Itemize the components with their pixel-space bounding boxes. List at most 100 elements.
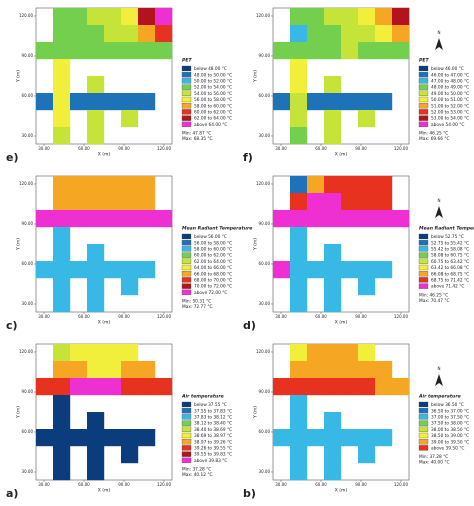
map-cell — [155, 8, 173, 26]
map-cell — [121, 344, 139, 362]
x-tick-label: 60.00 — [78, 482, 90, 487]
map-cell — [121, 361, 139, 379]
map-cell — [36, 42, 54, 60]
legend-label: 52.75 to 55.42 °C — [431, 240, 469, 246]
legend-swatch — [418, 271, 429, 277]
x-tick-label: 30.00 — [275, 146, 287, 151]
x-tick-label: 120.00 — [157, 314, 171, 319]
map-cell — [375, 42, 393, 60]
map-cell — [341, 93, 359, 111]
legend-label: 60.00 to 62.00 °C — [194, 253, 232, 259]
map-cell — [290, 261, 308, 279]
map-cell — [36, 210, 54, 228]
legend-swatch — [181, 258, 192, 264]
map-cell — [290, 127, 308, 145]
legend-swatch — [181, 233, 192, 240]
map-cell — [53, 25, 71, 43]
legend-swatch — [181, 72, 192, 78]
y-tick-label: 30.00 — [22, 469, 34, 474]
map-cell — [290, 93, 308, 111]
legend-label: 39.55 to 39.83 °C — [194, 452, 232, 458]
map-cell — [36, 93, 54, 111]
legend-swatch — [181, 96, 192, 103]
map-cell — [70, 378, 88, 396]
legend-swatch — [181, 109, 192, 115]
map-cell — [290, 227, 308, 245]
legend-label: 38.97 to 39.26 °C — [194, 439, 232, 445]
legend-label: 60.75 to 63.42 °C — [431, 259, 469, 265]
map-cell — [358, 93, 376, 111]
map-cell — [104, 93, 122, 111]
map-cell — [138, 261, 156, 279]
map-cell — [358, 42, 376, 60]
map-cell — [358, 429, 376, 447]
map-cell — [324, 244, 342, 262]
legend-label: 58.00 to 60.00 °C — [194, 247, 232, 253]
legend-label: 48.00 to 50.00 °C — [194, 72, 232, 78]
legend-swatch — [181, 432, 192, 439]
map-cell — [104, 361, 122, 379]
legend-label: 68.00 to 70.00 °C — [194, 278, 232, 284]
map-cell — [307, 210, 325, 228]
legend-swatch — [181, 277, 192, 283]
map-cell — [273, 42, 291, 60]
y-axis-title: Y (m) — [253, 238, 259, 251]
legend-label: 51.00 to 52.00 °C — [431, 103, 469, 109]
map-cell — [87, 93, 105, 111]
map-cell — [53, 244, 71, 262]
legend-swatch — [181, 426, 192, 432]
legend-swatch — [418, 439, 429, 445]
map-cell — [53, 93, 71, 111]
map-cell — [87, 463, 105, 481]
map-cell — [341, 210, 359, 228]
map-cell — [358, 344, 376, 362]
map-cell — [121, 176, 139, 194]
max-label: Max: 40.00 °C — [419, 460, 450, 466]
y-axis-title: Y (m) — [253, 70, 259, 83]
legend-label: 58.08 to 60.75 °C — [431, 253, 469, 259]
map-cell — [87, 76, 105, 94]
x-axis-title: X (m) — [335, 320, 348, 326]
legend-swatch — [418, 401, 429, 408]
legend-label: 38.00 to 38.50 °C — [431, 427, 469, 433]
map-cell — [53, 446, 71, 464]
map-cell — [375, 176, 393, 194]
map-cell — [87, 378, 105, 396]
legend-label: 39.26 to 39.55 °C — [194, 446, 232, 452]
map-cell — [324, 93, 342, 111]
legend-swatch — [418, 445, 429, 451]
legend-label: above 39.83 °C — [194, 458, 227, 464]
panel: 30.00 60.00 90.00 120.00 30.00 60.00 90.00 120.… — [243, 7, 469, 164]
map-cell — [358, 193, 376, 211]
map-cell — [290, 210, 308, 228]
min-label: Min: 46.25 °C — [419, 292, 448, 298]
legend-label: below 48.00 °C — [194, 66, 227, 72]
map-cell — [138, 361, 156, 379]
map-cell — [53, 8, 71, 26]
x-tick-label: 60.00 — [315, 146, 327, 151]
map-cell — [70, 176, 88, 194]
panel: 30.00 60.00 90.00 120.00 30.00 60.00 90.00 120.… — [6, 175, 252, 332]
map-cell — [307, 344, 325, 362]
map-cell — [104, 261, 122, 279]
legend-swatch — [418, 426, 429, 432]
map-cell — [104, 344, 122, 362]
x-tick-label: 60.00 — [78, 146, 90, 151]
map-cell — [36, 429, 54, 447]
map-cell — [358, 25, 376, 43]
map-cell — [53, 227, 71, 245]
map-cell — [358, 261, 376, 279]
legend-swatch — [181, 103, 192, 109]
legend-label: above 39.50 °C — [431, 446, 464, 452]
map-cell — [341, 25, 359, 43]
map-cell — [121, 193, 139, 211]
legend-swatch — [418, 240, 429, 246]
legend-swatch — [418, 78, 429, 84]
map-cell — [53, 176, 71, 194]
legend-label: 60.00 to 62.00 °C — [194, 110, 232, 116]
map-cell — [87, 344, 105, 362]
legend-swatch — [181, 283, 192, 289]
map-cell — [290, 176, 308, 194]
x-tick-label: 60.00 — [315, 482, 327, 487]
legend-label: 56.00 to 58.00 °C — [194, 97, 232, 103]
